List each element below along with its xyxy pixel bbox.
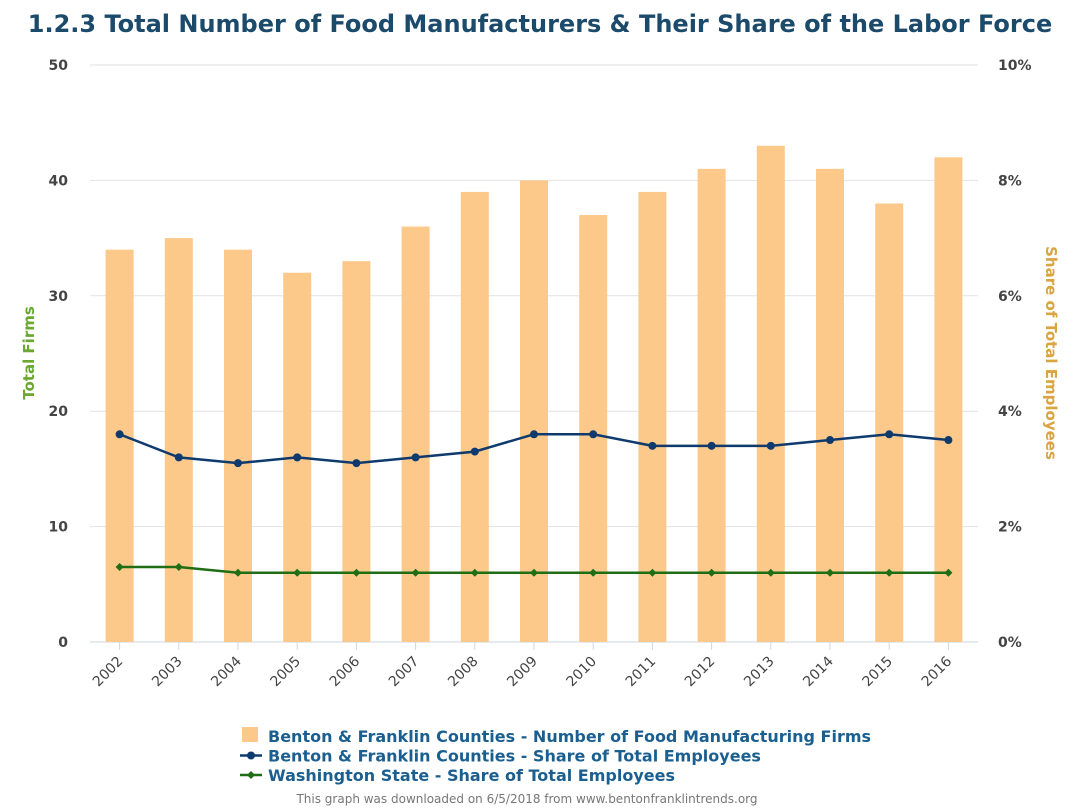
right-tick-label: 4% xyxy=(998,404,1022,420)
left-axis-title: Total Firms xyxy=(20,306,38,400)
left-tick-label: 20 xyxy=(49,404,69,420)
line-point xyxy=(707,568,716,577)
bar xyxy=(164,238,193,642)
line-point xyxy=(234,568,242,577)
line-point xyxy=(115,430,124,439)
legend-label: Benton & Franklin Counties - Share of To… xyxy=(268,747,761,766)
right-axis-title: Share of Total Employees xyxy=(1042,246,1060,460)
x-tick-label: 2003 xyxy=(149,654,186,691)
left-tick-label: 40 xyxy=(49,173,69,189)
legend-marker xyxy=(247,751,255,760)
right-tick-label: 6% xyxy=(998,289,1022,305)
legend-swatch xyxy=(242,727,258,742)
bar xyxy=(401,226,430,642)
line-point xyxy=(411,453,420,462)
line-point xyxy=(530,430,538,439)
bar xyxy=(342,261,371,642)
legend-label: Washington State - Share of Total Employ… xyxy=(268,766,675,785)
x-tick-label: 2004 xyxy=(208,653,245,690)
line-point xyxy=(885,430,894,439)
x-tick-label: 2015 xyxy=(860,654,897,691)
left-axis-ticks: 0 10 20 30 40 50 xyxy=(49,58,69,651)
x-tick-label: 2014 xyxy=(800,653,837,690)
line-point xyxy=(470,447,479,456)
line-point xyxy=(826,436,834,445)
line-point xyxy=(411,568,420,577)
line-point xyxy=(293,453,302,462)
legend: Benton & Franklin Counties - Number of F… xyxy=(240,727,871,785)
left-tick-label: 10 xyxy=(49,520,69,536)
line-point xyxy=(944,436,953,445)
chart-title: 1.2.3 Total Number of Food Manufacturers… xyxy=(28,10,1052,38)
line-point xyxy=(589,568,598,577)
x-axis-ticks: 2002 2003 2004 2005 2006 2007 2008 2009 2010 2011… xyxy=(90,642,955,690)
line-point xyxy=(352,568,361,577)
bar xyxy=(579,215,608,642)
line-point xyxy=(234,459,242,468)
line-point xyxy=(115,562,124,571)
line-point xyxy=(766,441,775,450)
x-tick-label: 2010 xyxy=(564,654,601,691)
right-tick-label: 8% xyxy=(998,173,1022,189)
bar xyxy=(105,249,134,642)
right-axis-ticks: 0% 2% 4% 6% 8% 10% xyxy=(998,58,1032,651)
line-point xyxy=(174,562,183,571)
left-tick-label: 30 xyxy=(49,289,69,305)
line-point xyxy=(766,568,775,577)
line-point xyxy=(885,568,894,577)
x-tick-label: 2007 xyxy=(386,654,423,691)
bar xyxy=(638,191,667,642)
line-point xyxy=(470,568,479,577)
x-tick-label: 2016 xyxy=(919,653,956,690)
line-point xyxy=(174,453,183,462)
lines xyxy=(115,430,953,577)
line-point xyxy=(589,430,598,439)
bars xyxy=(105,145,963,643)
line-point xyxy=(707,441,716,450)
legend-marker xyxy=(247,771,255,779)
bar xyxy=(460,191,489,642)
credit-text: This graph was downloaded on 6/5/2018 fr… xyxy=(295,792,757,806)
x-tick-label: 2002 xyxy=(90,654,127,691)
x-tick-label: 2006 xyxy=(327,653,364,690)
left-tick-label: 50 xyxy=(49,58,69,74)
line-point xyxy=(648,441,657,450)
bar xyxy=(520,180,548,642)
right-tick-label: 0% xyxy=(998,635,1022,651)
line-point xyxy=(826,568,834,577)
x-tick-label: 2008 xyxy=(445,654,482,691)
right-tick-label: 2% xyxy=(998,520,1022,536)
x-tick-label: 2011 xyxy=(623,654,660,691)
x-tick-label: 2013 xyxy=(741,654,778,691)
bar xyxy=(756,145,785,642)
bar xyxy=(697,168,726,643)
bar xyxy=(934,157,963,642)
x-tick-label: 2012 xyxy=(682,654,719,691)
line-point xyxy=(648,568,657,577)
line-point xyxy=(944,568,953,577)
x-tick-label: 2009 xyxy=(504,654,541,691)
bar xyxy=(224,249,252,642)
legend-label: Benton & Franklin Counties - Number of F… xyxy=(268,727,871,746)
bar xyxy=(816,168,844,643)
line-point xyxy=(293,568,302,577)
left-tick-label: 0 xyxy=(58,635,68,651)
line-point xyxy=(352,459,361,468)
x-tick-label: 2005 xyxy=(268,654,305,691)
right-tick-label: 10% xyxy=(998,58,1032,74)
line-point xyxy=(530,568,538,577)
